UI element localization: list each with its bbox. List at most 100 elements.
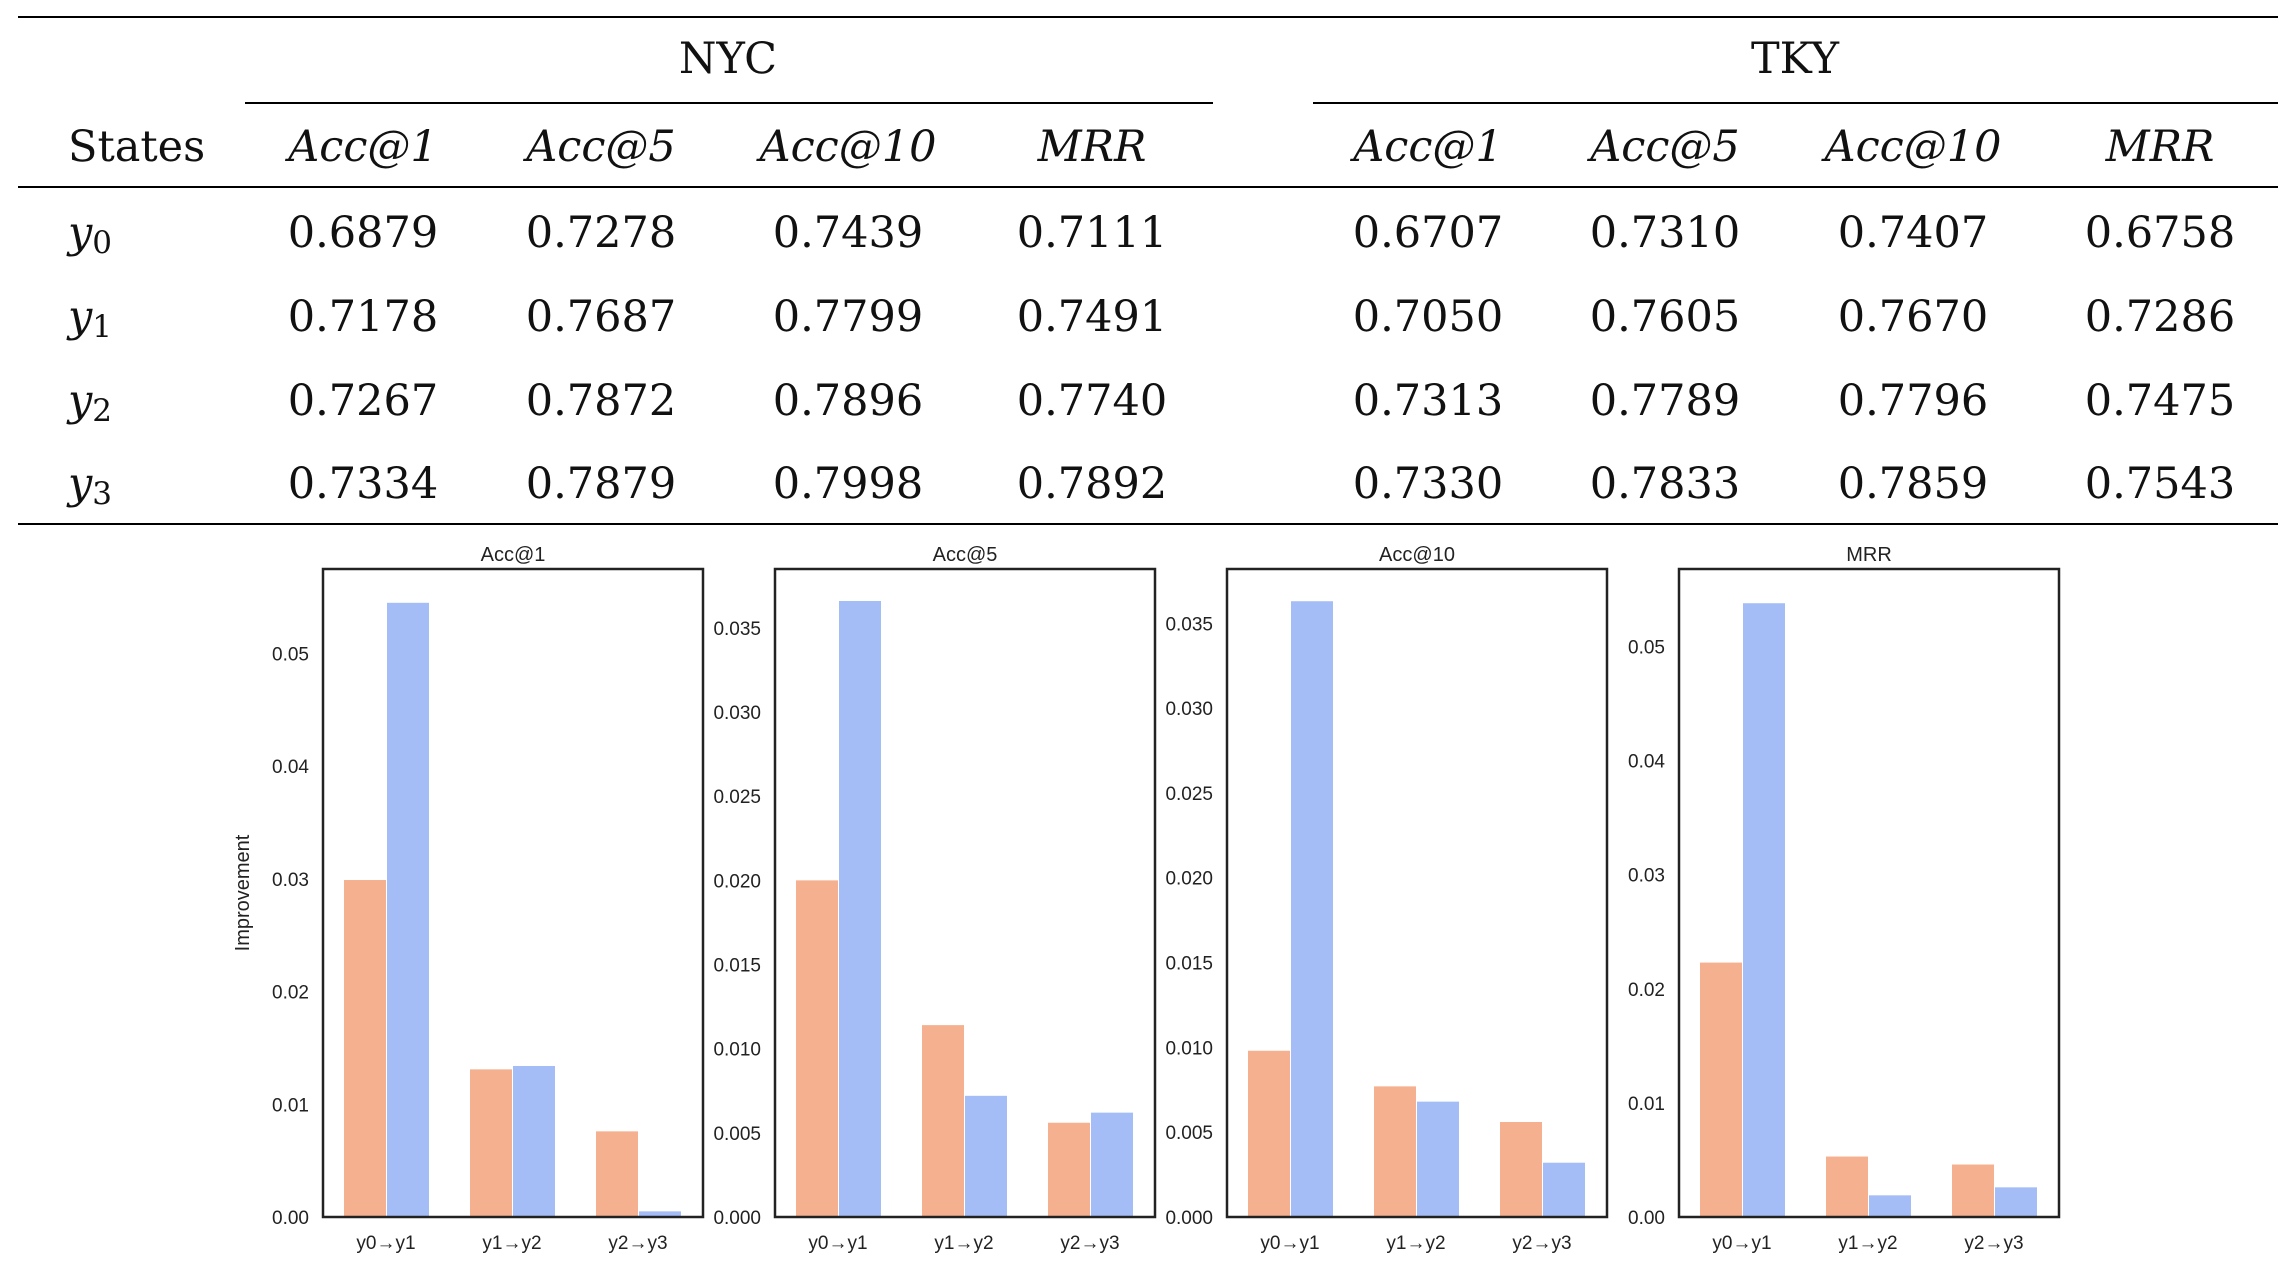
- table-cell: 0.7543: [2084, 459, 2236, 509]
- state-label: y1: [68, 292, 112, 345]
- state-symbol: y: [68, 459, 93, 509]
- x-tick-label: y1→y2: [1386, 1233, 1445, 1254]
- chart-title: MRR: [1846, 544, 1892, 566]
- state-subscript: 0: [92, 225, 113, 261]
- y-tick-label: 0.04: [272, 757, 309, 778]
- bar: [1995, 1187, 2037, 1217]
- metric-header-tky-acc-at-5: Acc@5: [1590, 122, 1740, 172]
- table-cell: 0.7178: [287, 292, 439, 342]
- table-cell: 0.7670: [1837, 292, 1989, 342]
- x-tick-label: y0→y1: [808, 1233, 867, 1254]
- table-cell: 0.7407: [1837, 208, 1989, 258]
- mid-rule: [18, 186, 2278, 188]
- plot-frame: [773, 567, 1157, 1219]
- chart-panel-acc-at-1: Acc@1 y0→y1 y1→y2 y2→y3 0.00 0.01 0.02 0.03 0.04…: [232, 544, 705, 1254]
- y-tick-label: 0.035: [713, 619, 761, 640]
- table-cell: 0.7050: [1352, 292, 1504, 342]
- table-cell: 0.7334: [287, 459, 439, 509]
- plot-frame: [1677, 567, 2061, 1219]
- table-cell: 0.7799: [772, 292, 924, 342]
- table-cell: 0.7439: [772, 208, 924, 258]
- y-tick-label: 0.020: [713, 871, 761, 892]
- x-tick-label: y1→y2: [1838, 1233, 1897, 1254]
- y-tick-label: 0.005: [713, 1124, 761, 1145]
- state-symbol: y: [68, 208, 93, 258]
- bar: [965, 1095, 1007, 1217]
- y-tick-label: 0.025: [1165, 784, 1213, 805]
- table-cell: 0.7687: [525, 292, 677, 342]
- bar: [513, 1065, 555, 1217]
- y-tick-label: 0.030: [713, 703, 761, 724]
- y-tick-label: 0.01: [1628, 1094, 1665, 1115]
- metric-header-nyc-mrr: MRR: [1037, 122, 1147, 172]
- metric-header-tky-acc-at-1: Acc@1: [1353, 122, 1503, 172]
- y-tick-label: 0.03: [1628, 866, 1665, 887]
- table-cell: 0.6707: [1352, 208, 1504, 258]
- group-header-tky: TKY: [1750, 34, 1840, 84]
- state-subscript: 1: [92, 309, 113, 345]
- metric-header-tky-mrr: MRR: [2105, 122, 2215, 172]
- y-tick-label: 0.030: [1165, 699, 1213, 720]
- y-tick-label: 0.03: [272, 870, 309, 891]
- chart-panel-acc-at-5: Acc@5 y0→y1 y1→y2 y2→y3 0.000 0.005 0.010 0.015…: [713, 544, 1157, 1254]
- y-tick-label: 0.035: [1165, 614, 1213, 635]
- table-cell: 0.7789: [1589, 376, 1741, 426]
- bar: [470, 1069, 512, 1217]
- y-tick-label: 0.00: [1628, 1208, 1665, 1229]
- bar: [1048, 1122, 1090, 1217]
- table-cell: 0.7605: [1589, 292, 1741, 342]
- bar: [387, 602, 429, 1217]
- x-tick-label: y0→y1: [356, 1233, 415, 1254]
- bar: [1869, 1195, 1911, 1217]
- states-header: States: [68, 122, 206, 172]
- bar: [596, 1131, 638, 1217]
- y-tick-label: 0.015: [713, 956, 761, 977]
- y-tick-label: 0.02: [1628, 980, 1665, 1001]
- improvement-charts: Acc@1 y0→y1 y1→y2 y2→y3 0.00 0.01 0.02 0.03 0.04…: [232, 544, 2061, 1254]
- table-cell: 0.7998: [772, 459, 924, 509]
- bar: [1700, 962, 1742, 1217]
- plot-frame: [321, 567, 705, 1219]
- metric-header-nyc-acc-at-1: Acc@1: [288, 122, 438, 172]
- chart-title: Acc@5: [933, 544, 998, 566]
- metric-header-nyc-acc-at-10: Acc@10: [759, 122, 937, 172]
- y-tick-label: 0.010: [713, 1040, 761, 1061]
- y-tick-label: 0.000: [713, 1208, 761, 1229]
- table-cell: 0.7111: [1016, 208, 1168, 258]
- bar: [1952, 1164, 1994, 1217]
- plot-frame: [1225, 567, 1609, 1219]
- y-tick-label: 0.000: [1165, 1208, 1213, 1229]
- table-cell: 0.7475: [2084, 376, 2236, 426]
- state-label: y0: [68, 208, 112, 261]
- y-tick-label: 0.00: [272, 1208, 309, 1229]
- y-tick-label: 0.005: [1165, 1123, 1213, 1144]
- x-tick-label: y2→y3: [1512, 1233, 1571, 1254]
- table-cell: 0.6879: [287, 208, 439, 258]
- state-symbol: y: [68, 292, 93, 342]
- table-cell: 0.7491: [1016, 292, 1168, 342]
- bar: [839, 600, 881, 1217]
- table-cell: 0.7833: [1589, 459, 1741, 509]
- y-tick-label: 0.01: [272, 1095, 309, 1116]
- table-cell: 0.7859: [1837, 459, 1989, 509]
- group-header-nyc: NYC: [678, 34, 778, 84]
- chart-panel-acc-at-10: Acc@10 y0→y1 y1→y2 y2→y3 0.000 0.005 0.010 0.01…: [1165, 544, 1609, 1254]
- chart-title: Acc@1: [481, 544, 546, 566]
- table-cell: 0.7267: [287, 376, 439, 426]
- bar: [344, 880, 386, 1217]
- bar: [1374, 1086, 1416, 1217]
- metric-header-tky-acc-at-10: Acc@10: [1824, 122, 2002, 172]
- table-cell: 0.7796: [1837, 376, 1989, 426]
- bar: [1826, 1156, 1868, 1217]
- x-tick-label: y1→y2: [482, 1233, 541, 1254]
- state-label: y3: [68, 459, 112, 512]
- bar: [1543, 1162, 1585, 1217]
- bar: [1417, 1101, 1459, 1217]
- table-cell: 0.7310: [1589, 208, 1741, 258]
- y-tick-label: 0.02: [272, 983, 309, 1004]
- chart-panel-mrr: MRR y0→y1 y1→y2 y2→y3 0.00 0.01 0.02 0.03 0.04 0.…: [1628, 544, 2061, 1254]
- nyc-cmidrule: [245, 102, 1213, 104]
- top-rule: [18, 16, 2278, 18]
- y-axis-label: Improvement: [232, 834, 254, 951]
- table-cell: 0.6758: [2084, 208, 2236, 258]
